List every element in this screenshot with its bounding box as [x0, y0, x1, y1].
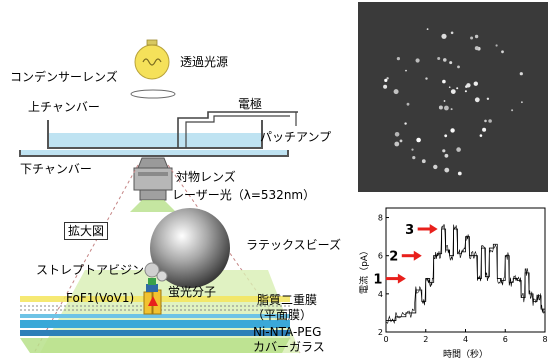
condenser-lens-shape: [130, 89, 176, 99]
lower-chamber-shape: [19, 150, 289, 157]
streptavidin-shape: [144, 262, 160, 278]
x-tick-label: 4: [463, 335, 468, 344]
level-arrow-head: [397, 273, 406, 284]
objective-lens-shape: [133, 157, 173, 201]
x-tick-label: 8: [542, 335, 547, 344]
upper-chamber-label: 上チャンバー: [28, 100, 100, 114]
electrode-label: 電極: [238, 97, 263, 111]
x-tick-label: 0: [383, 335, 388, 344]
light-source-label: 透過光源: [180, 55, 229, 69]
x-axis-label: 時間（秒）: [443, 348, 488, 360]
level-label: 2: [389, 250, 398, 265]
y-tick-label: 4: [378, 290, 383, 299]
lamp-icon: [134, 39, 170, 80]
magnification-guides: [33, 164, 301, 354]
ni-nta-peg-label: Ni-NTA-PEG: [253, 325, 322, 339]
x-tick-label: 2: [423, 335, 428, 344]
level-arrow-head: [429, 223, 438, 234]
fluorescent-molecule-label: 蛍光分子: [168, 285, 217, 299]
streptavidin-label: ストレプトアビジン: [36, 263, 145, 277]
patch-amp-label: パッチアンプ: [260, 130, 332, 144]
condenser-lens-label: コンデンサーレンズ: [10, 70, 118, 84]
current-trace-chart: 0 2 4 6 8 2 4 6 8 時間（秒） 電流（pA） 1 2 3: [358, 200, 551, 363]
current-trace-line: [386, 228, 546, 321]
latex-bead-shape: [150, 208, 230, 288]
y-tick-label: 2: [378, 328, 383, 337]
magnified-view-label: 拡大図: [64, 222, 109, 240]
upper-chamber-shape: [47, 120, 263, 149]
y-tick-label: 8: [378, 214, 383, 223]
level-label: 1: [373, 273, 382, 288]
lower-chamber-label: 下チャンバー: [20, 162, 92, 176]
objective-lens-label: 対物レンズ: [176, 170, 236, 184]
lipid-bilayer-label: 脂質二重膜: [257, 293, 318, 307]
y-axis-label: 電流（pA）: [358, 246, 370, 294]
level-arrow-head: [413, 250, 422, 261]
planar-membrane-label: （平面膜）: [252, 308, 313, 322]
plot-frame: [385, 207, 546, 333]
laser-label: レーザー光（λ=532nm）: [172, 188, 316, 202]
current-trace-noise: [385, 224, 545, 324]
laser-beam-shape: [130, 200, 176, 212]
x-tick-label: 6: [503, 335, 508, 344]
latex-beads-label: ラテックスビーズ: [246, 238, 342, 252]
y-tick-label: 6: [378, 252, 383, 261]
fof1-label: FoF1(VoV1): [66, 291, 135, 305]
cover-glass-label: カバーガラス: [253, 340, 325, 354]
electrode-wire: [177, 111, 298, 148]
level-label: 3: [405, 223, 414, 238]
fof1-complex-icon: [143, 278, 162, 315]
